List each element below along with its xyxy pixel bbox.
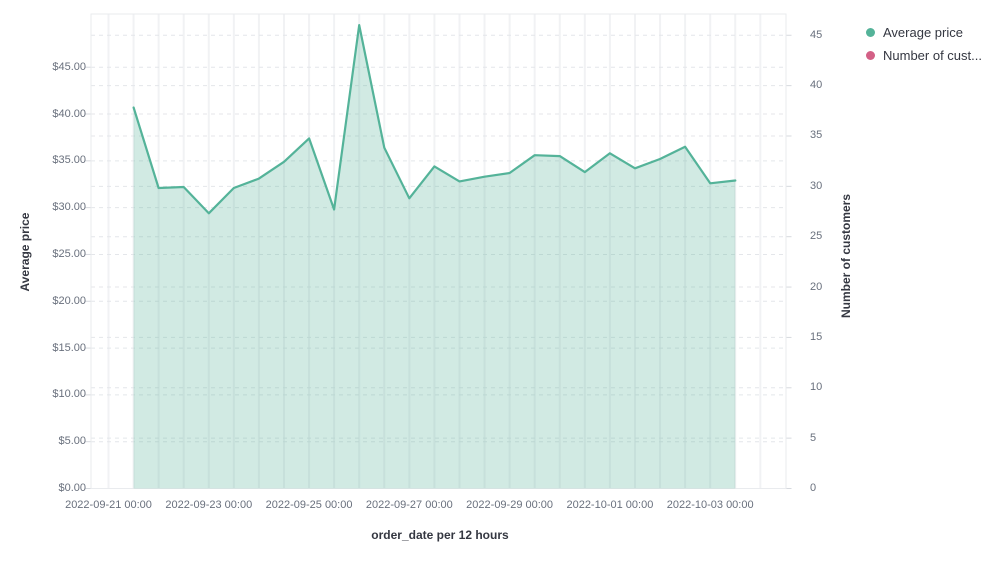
y-left-tick-label: $30.00 bbox=[52, 201, 86, 214]
y-axis-right-title: Number of customers bbox=[839, 193, 853, 319]
x-tick-label: 2022-09-27 00:00 bbox=[365, 499, 453, 511]
x-tick-label: 2022-10-01 00:00 bbox=[566, 499, 654, 511]
y-right-tick-label: 10 bbox=[810, 381, 823, 394]
y-left-tick-label: $20.00 bbox=[52, 294, 86, 307]
y-right-tick-label: 25 bbox=[810, 230, 823, 243]
y-right-tick-label: 15 bbox=[810, 330, 823, 343]
y-left-tick-label: $15.00 bbox=[52, 341, 86, 354]
legend-label: Number of cust... bbox=[883, 48, 982, 63]
legend-item-number-of-customers[interactable]: Number of cust... bbox=[866, 48, 982, 63]
x-tick-label: 2022-09-25 00:00 bbox=[265, 499, 353, 511]
x-tick-label: 2022-09-21 00:00 bbox=[65, 499, 152, 511]
y-left-tick-label: $25.00 bbox=[52, 247, 86, 260]
y-left-tick-label: $10.00 bbox=[52, 388, 86, 401]
y-axis-left-title: Average price bbox=[18, 212, 32, 292]
y-left-tick-label: $5.00 bbox=[58, 435, 86, 448]
y-right-tick-label: 45 bbox=[810, 28, 823, 41]
y-right-tick-label: 35 bbox=[810, 129, 823, 142]
y-right-tick-label: 5 bbox=[810, 431, 817, 444]
x-tick-label: 2022-09-23 00:00 bbox=[165, 499, 253, 511]
y-right-tick-label: 0 bbox=[810, 482, 817, 494]
x-tick-label: 2022-09-29 00:00 bbox=[466, 499, 554, 511]
y-right-tick-label: 20 bbox=[810, 280, 823, 293]
price-line bbox=[132, 24, 737, 215]
price-area-fill bbox=[133, 25, 736, 489]
y-right-tick-label: 40 bbox=[810, 79, 823, 92]
y-left-tick-label: $0.00 bbox=[58, 482, 86, 494]
y-left-tick-label: $40.00 bbox=[52, 107, 86, 120]
legend: Average price Number of cust... bbox=[866, 25, 982, 71]
y-left-tick-label: $45.00 bbox=[52, 60, 86, 73]
series-dot-icon bbox=[866, 51, 875, 60]
x-axis-title: order_date per 12 hours bbox=[371, 528, 509, 542]
x-tick-label: 2022-10-03 00:00 bbox=[666, 499, 754, 511]
legend-item-average-price[interactable]: Average price bbox=[866, 25, 982, 40]
series-dot-icon bbox=[866, 28, 875, 37]
y-right-tick-label: 30 bbox=[810, 179, 823, 192]
y-left-tick-label: $35.00 bbox=[52, 154, 86, 167]
legend-label: Average price bbox=[883, 25, 963, 40]
